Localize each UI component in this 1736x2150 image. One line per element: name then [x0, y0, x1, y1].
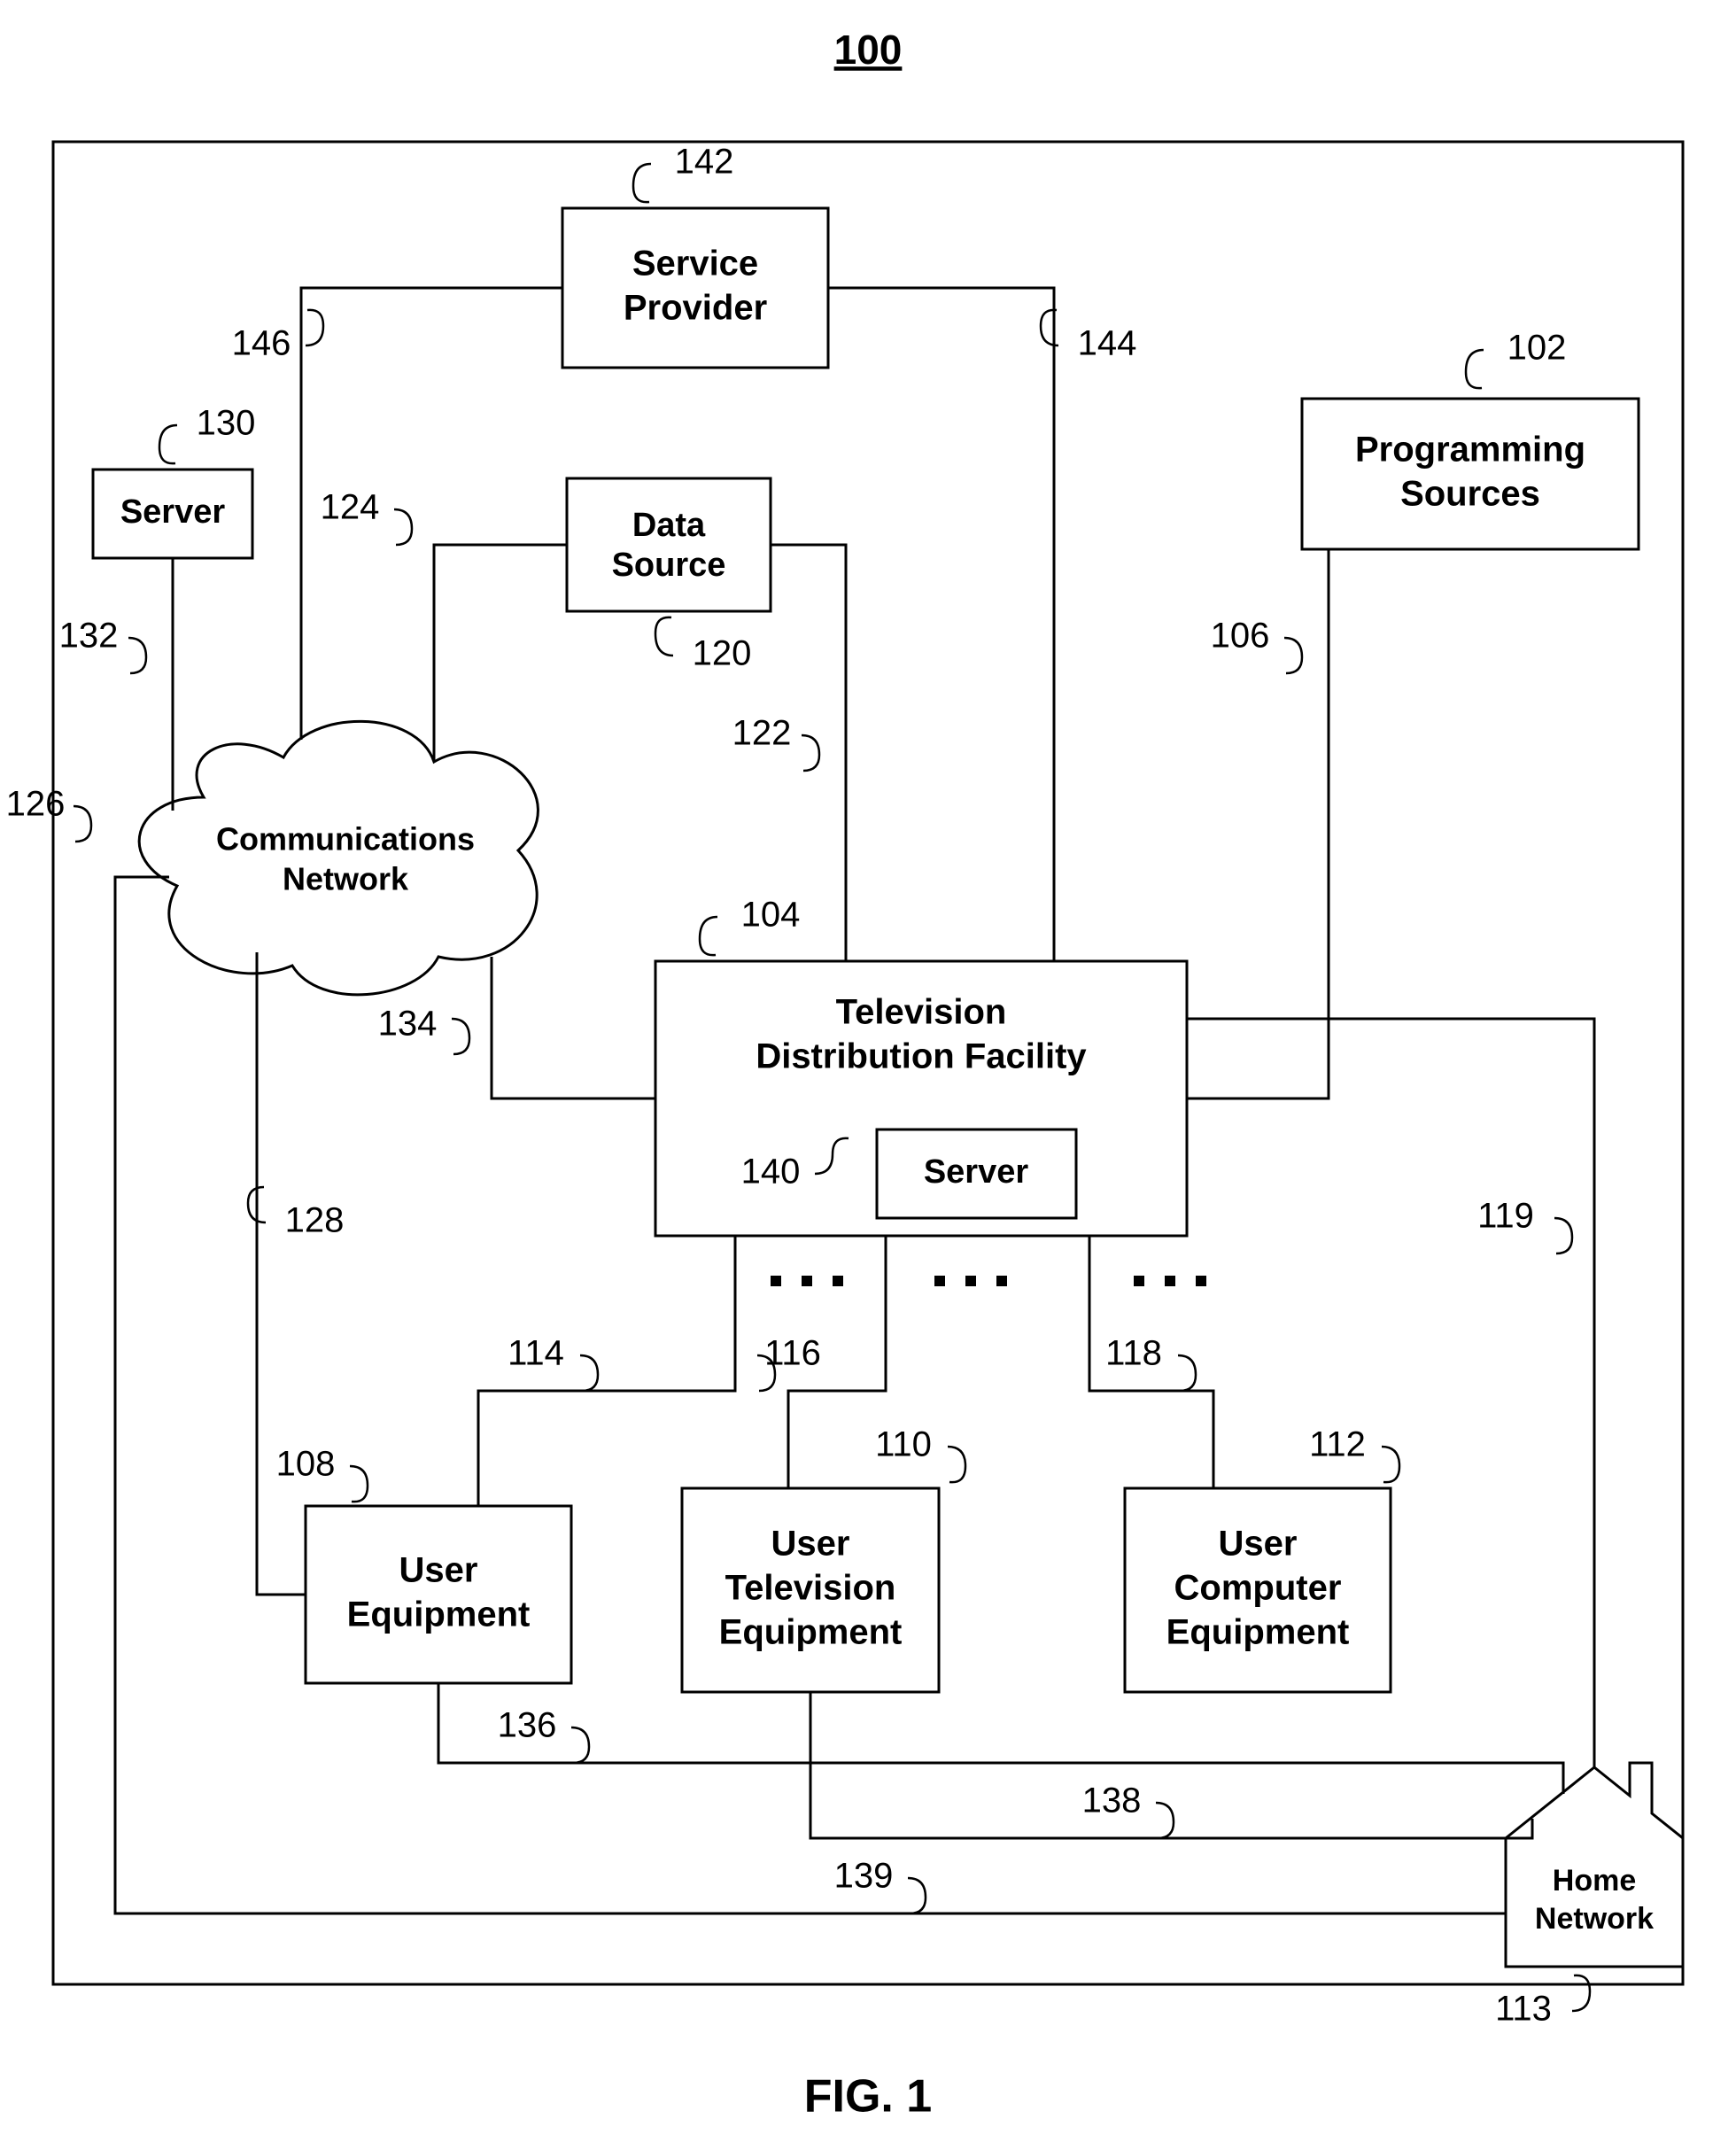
- ref-label: 130: [197, 404, 256, 443]
- label: Programming: [1355, 431, 1585, 470]
- label: Service: [632, 244, 758, 283]
- ref-label: 140: [741, 1153, 801, 1191]
- label: Provider: [624, 289, 767, 328]
- ref-label: 142: [675, 143, 734, 182]
- ref-119: 119: [1477, 1197, 1534, 1236]
- label: Server: [924, 1153, 1029, 1191]
- ref-128: 128: [285, 1201, 345, 1240]
- label: Source: [612, 547, 726, 584]
- ref-144: 144: [1078, 324, 1137, 363]
- ref-132: 132: [59, 617, 119, 656]
- ref-122: 122: [732, 714, 792, 753]
- ref-136: 136: [498, 1706, 557, 1745]
- label: Television: [836, 993, 1007, 1032]
- ref-label: 108: [276, 1445, 336, 1484]
- ref-124: 124: [321, 488, 380, 527]
- node-communications-network: Communications Network: [139, 721, 538, 995]
- ref-126: 126: [6, 785, 66, 824]
- ref-label: 104: [741, 896, 801, 935]
- figure-caption: FIG. 1: [804, 2071, 932, 2123]
- ref-label: 120: [693, 634, 752, 673]
- figure-reference: 100: [834, 27, 903, 73]
- label: User: [1219, 1525, 1298, 1564]
- diagram-canvas: 100 Service Provider 142 Server 130 Data…: [0, 0, 1736, 2150]
- ref-label: 110: [875, 1425, 932, 1464]
- label: Communications: [216, 821, 475, 858]
- ref-label: 113: [1495, 1990, 1552, 2029]
- label: Data: [632, 507, 706, 544]
- ref-139: 139: [834, 1857, 894, 1896]
- ref-106: 106: [1211, 617, 1270, 656]
- label: Equipment: [719, 1613, 903, 1652]
- label: Equipment: [1166, 1613, 1350, 1652]
- label: Distribution Facility: [756, 1037, 1087, 1076]
- ref-114: 114: [508, 1334, 564, 1373]
- label: Network: [283, 861, 409, 897]
- label: Server: [120, 493, 226, 531]
- ref-146: 146: [232, 324, 291, 363]
- label: Computer: [1174, 1569, 1342, 1608]
- label: User: [771, 1525, 850, 1564]
- ref-label: 102: [1507, 329, 1567, 368]
- ref-134: 134: [378, 1005, 438, 1044]
- label: Home: [1553, 1864, 1636, 1898]
- label: User: [399, 1551, 478, 1590]
- label: Television: [725, 1569, 896, 1608]
- label: Equipment: [347, 1595, 531, 1634]
- label: Sources: [1400, 475, 1540, 514]
- ref-label: 112: [1309, 1425, 1366, 1464]
- ref-116: 116: [764, 1334, 821, 1373]
- ref-138: 138: [1082, 1781, 1142, 1820]
- label: Network: [1535, 1902, 1654, 1936]
- ref-118: 118: [1105, 1334, 1162, 1373]
